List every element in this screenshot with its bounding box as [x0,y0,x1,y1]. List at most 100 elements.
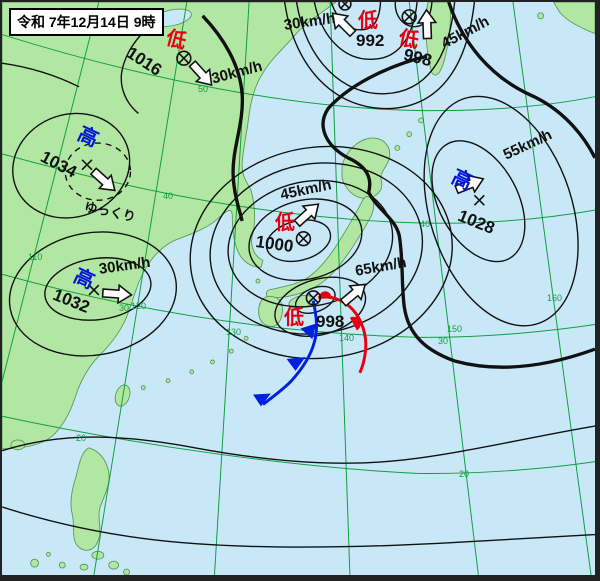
low-center-symbol [338,2,352,11]
cold-front-triangle [286,357,306,371]
low-kanji: 低 [284,307,304,329]
cold-front-line [262,300,319,406]
chart-date-title: 令和 7年12月14日 9時 [9,8,164,36]
isobar [2,506,595,548]
luzon-island [70,447,110,551]
meridian-160E [512,2,592,575]
meridian-110E [2,2,100,382]
movement-arrow-n [416,8,438,40]
pressure-value: 992 [356,31,385,50]
ryukyu-island [243,335,249,341]
center-symbols [81,2,485,306]
isobar [265,219,332,263]
movement-arrow-se [89,167,116,192]
longitude-label: 110 [28,252,43,262]
island [46,551,51,557]
movement-arrow-e [101,283,133,305]
isobar [313,2,418,60]
ryukyu-island [189,369,195,375]
cold-front-triangle [253,393,271,407]
longitude-label: 120 [131,301,147,311]
pressure-value: 998 [316,312,345,331]
isobar-bold [321,54,595,369]
wind-arrows [89,8,485,307]
high-center-x [473,194,485,206]
meridian-150E [408,2,479,575]
movement-arrow-se [188,59,213,87]
isobar [2,62,80,88]
warm-front-semicircle [319,291,332,299]
isobar [8,231,178,357]
isobar [423,95,579,327]
ryukyu-island [140,385,146,391]
isobar [295,2,456,95]
isobar [294,285,336,314]
low-center-symbol [305,290,322,306]
isobar [12,112,131,219]
longitude-label: 140 [339,333,355,343]
low-center-symbol [401,9,417,25]
kyushu-island [258,295,283,327]
island [406,131,413,138]
movement-arrow-ene [454,174,485,195]
low-center-symbol [176,50,192,66]
isobar [274,276,367,337]
latitude-label: 30 [119,303,130,313]
island [108,560,120,570]
isobar [120,23,153,114]
latitude-label: 40 [163,191,174,201]
ryukyu-island [165,378,171,384]
latitude-label: 50 [198,84,209,94]
warm-front-semicircle [349,316,361,331]
isobar [2,425,595,464]
low-kanji: 低 [275,212,295,234]
hokkaido-island [341,137,391,199]
island [79,563,89,571]
latitude-label: 20 [76,433,87,443]
latitude-30N [2,273,595,338]
kamchatka-land [552,2,595,35]
basemap-svg [2,2,595,575]
isobar-dashed-high-1034 [64,142,132,201]
ryukyu-island [210,359,215,365]
island [537,12,545,20]
isobar [227,179,394,308]
longitude-label: 160 [547,293,563,303]
island [394,145,401,151]
high-center-x [81,159,93,171]
meridian-120E [93,2,188,575]
isobar-bold [201,14,245,222]
movement-arrow-nw [331,12,357,38]
low-center-symbol [295,231,312,247]
isobar-bold [447,2,595,159]
island [58,561,66,569]
longitude-label: 130 [226,327,242,337]
longitude-label: 150 [447,324,463,334]
isobars [2,2,595,548]
latitude-label: 30 [438,336,449,346]
warm-front-line [317,295,368,374]
movement-arrow-ne [339,283,367,307]
isobar [44,257,152,321]
low-kanji: 低 [358,10,378,32]
fronts [253,291,368,407]
isobar [189,145,453,360]
isobar [431,140,526,263]
isobar [283,2,476,110]
latitude-50N [2,34,595,112]
ryukyu-island [228,348,234,354]
latitude-label: 40 [420,219,431,229]
honshu-island [265,196,375,299]
isobar [248,198,363,282]
island [255,278,261,284]
island [123,568,130,575]
cold-front-triangle [300,323,317,340]
latitude-20N [2,415,595,475]
latitude-label: 20 [459,469,470,479]
movement-arrow-ne [293,203,320,228]
island [30,558,40,568]
pressure-value: 1000 [254,232,295,257]
meridian-140E [329,2,351,575]
